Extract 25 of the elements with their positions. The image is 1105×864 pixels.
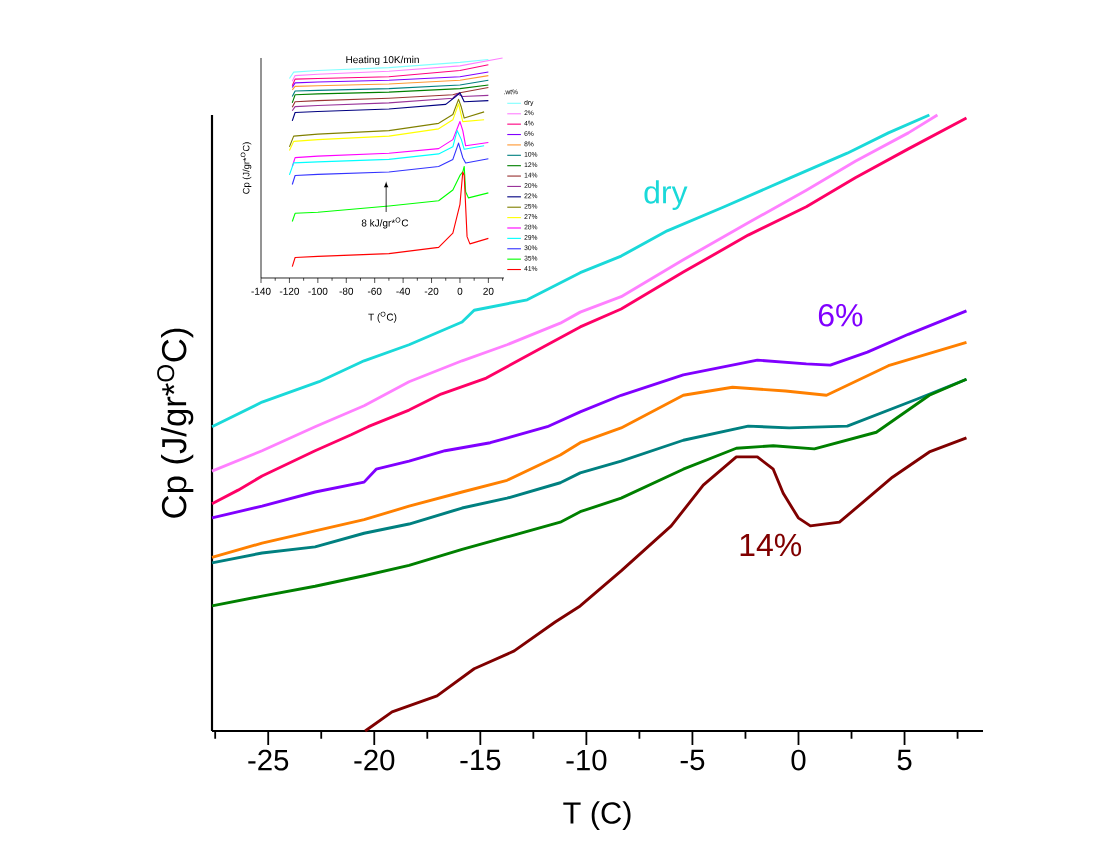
x-tick-label: -140 [251, 287, 271, 295]
y-axis-title: Cp (J/gr*$^{O}$C) [157, 328, 194, 518]
x-tick-label: -15 [460, 749, 501, 771]
x-tick-label: -100 [308, 287, 328, 295]
x-axis-title: T ($^{O}$C) [368, 311, 397, 323]
x-tick-label: -60 [367, 287, 382, 295]
x-tick-label: 20 [483, 287, 494, 295]
series-label: dry [644, 180, 688, 210]
x-tick-label: -120 [279, 287, 300, 295]
x-tick-label: 0 [457, 287, 463, 295]
x-tick-label: -20 [354, 749, 395, 771]
x-tick-label: -40 [396, 287, 410, 295]
x-axis-title: T (C) [563, 801, 631, 830]
x-tick-label: -5 [680, 749, 705, 771]
x-tick-label: -25 [248, 749, 289, 771]
series-label: 14% [740, 533, 802, 557]
x-tick-label: 0 [791, 749, 806, 771]
x-tick-label: 5 [897, 749, 912, 771]
chart-title: Heating 10K/min [346, 55, 419, 66]
x-tick-label: -20 [424, 287, 439, 295]
annotation: 8 kJ/gr*$^{O}$C [361, 217, 409, 229]
x-tick-label: -10 [566, 749, 607, 771]
x-tick-label: -80 [339, 287, 354, 295]
series-label: 6% [818, 303, 863, 327]
y-axis-title: Cp (J/gr*$^{O}$C) [240, 142, 252, 194]
